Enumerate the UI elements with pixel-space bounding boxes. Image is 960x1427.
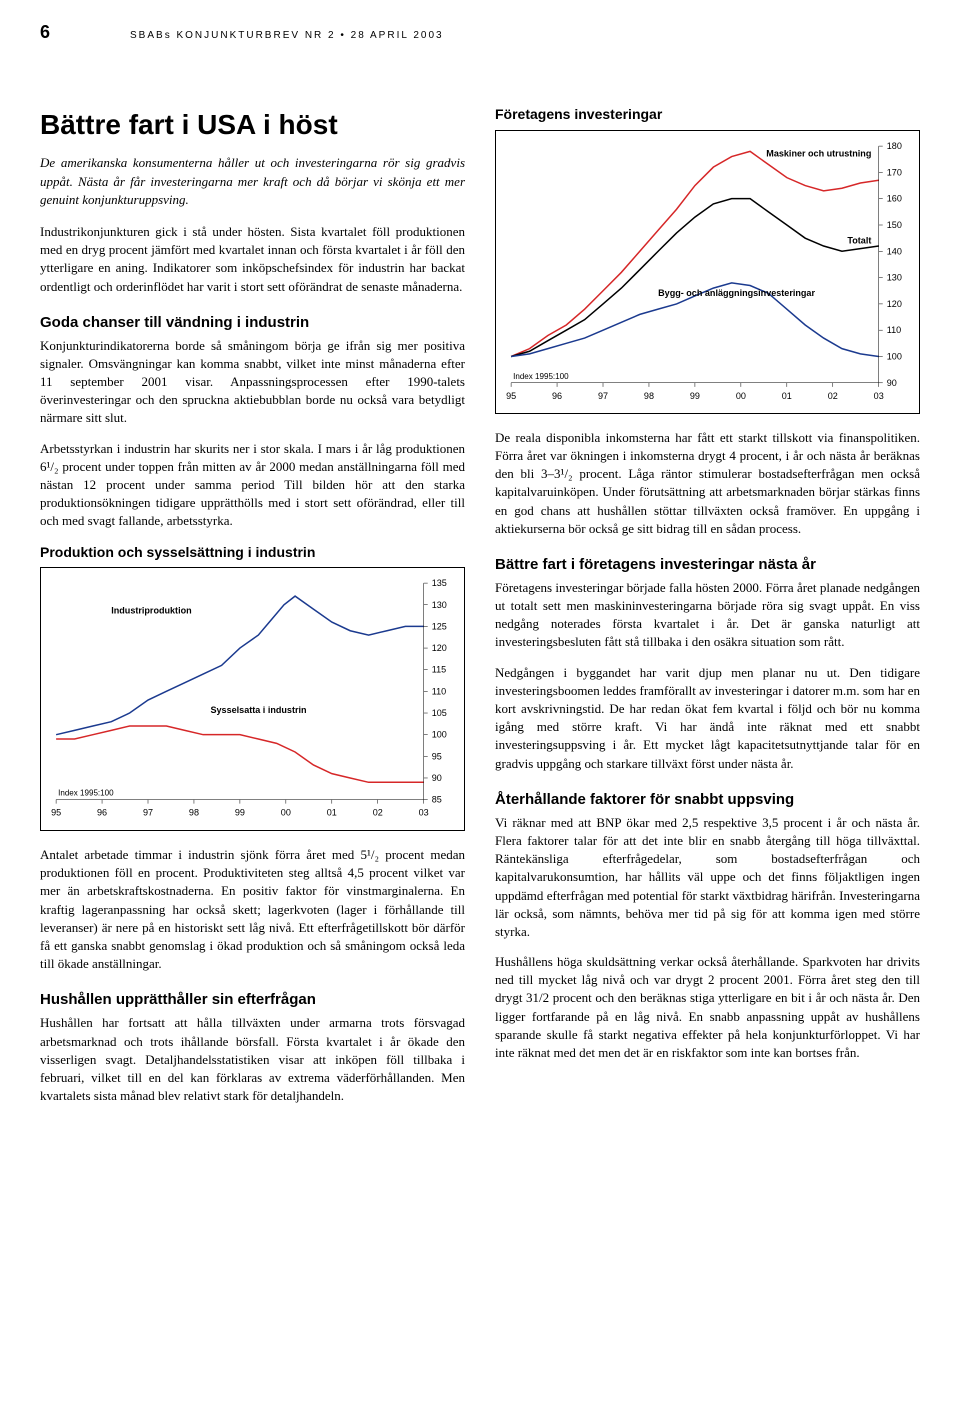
paragraph: Hushållens höga skuldsättning verkar ock… xyxy=(495,953,920,1062)
subheading: Återhållande faktorer för snabbt uppsvin… xyxy=(495,789,920,810)
svg-text:02: 02 xyxy=(828,391,838,401)
svg-text:97: 97 xyxy=(143,808,153,818)
svg-text:98: 98 xyxy=(644,391,654,401)
svg-text:Totalt: Totalt xyxy=(847,235,871,245)
svg-text:96: 96 xyxy=(552,391,562,401)
svg-text:03: 03 xyxy=(419,808,429,818)
svg-text:135: 135 xyxy=(432,578,447,588)
svg-text:130: 130 xyxy=(432,600,447,610)
subheading: Bättre fart i företagens investeringar n… xyxy=(495,554,920,575)
svg-text:115: 115 xyxy=(432,665,446,675)
svg-text:90: 90 xyxy=(432,773,442,783)
svg-text:100: 100 xyxy=(887,351,902,361)
svg-text:99: 99 xyxy=(690,391,700,401)
article-title: Bättre fart i USA i höst xyxy=(40,105,465,144)
svg-text:00: 00 xyxy=(281,808,291,818)
svg-text:120: 120 xyxy=(887,299,902,309)
article-intro: De amerikanska konsumenterna håller ut o… xyxy=(40,154,465,209)
running-head: SBABs KONJUNKTURBREV NR 2 • 28 APRIL 200… xyxy=(130,29,444,43)
paragraph: Konjunkturindikatorerna borde så småning… xyxy=(40,337,465,428)
svg-text:110: 110 xyxy=(887,325,901,335)
svg-text:130: 130 xyxy=(887,272,902,282)
chart-investments: Företagens investeringar 90 100 110 120 130 1… xyxy=(495,105,920,414)
svg-text:Sysselsatta i industrin: Sysselsatta i industrin xyxy=(210,705,306,715)
chart-svg: 85 90 95 100 105 110 115 120 125 130 135 95 96 97 98 99… xyxy=(41,568,464,830)
svg-text:Index 1995:100: Index 1995:100 xyxy=(513,372,569,381)
svg-text:02: 02 xyxy=(373,808,383,818)
subheading: Hushållen upprätthåller sin efterfrågan xyxy=(40,989,465,1010)
chart-title: Produktion och sysselsättning i industri… xyxy=(40,543,465,563)
paragraph: De reala disponibla inkomsterna har fått… xyxy=(495,429,920,538)
svg-text:99: 99 xyxy=(235,808,245,818)
svg-text:Bygg- och anläggningsinvesteri: Bygg- och anläggningsinvesteringar xyxy=(658,288,815,298)
svg-text:01: 01 xyxy=(327,808,337,818)
svg-text:95: 95 xyxy=(51,808,61,818)
svg-text:85: 85 xyxy=(432,795,442,805)
paragraph: Industrikonjunkturen gick i stå under hö… xyxy=(40,223,465,296)
svg-text:120: 120 xyxy=(432,643,447,653)
paragraph: Hushållen har fortsatt att hålla tillväx… xyxy=(40,1014,465,1105)
subheading: Goda chanser till vändning i industrin xyxy=(40,312,465,333)
svg-text:Index 1995:100: Index 1995:100 xyxy=(58,789,114,798)
svg-text:140: 140 xyxy=(887,246,902,256)
svg-text:95: 95 xyxy=(432,752,442,762)
svg-text:170: 170 xyxy=(887,167,902,177)
svg-text:125: 125 xyxy=(432,622,447,632)
svg-text:95: 95 xyxy=(506,391,516,401)
svg-text:01: 01 xyxy=(782,391,792,401)
page-header: 6 SBABs KONJUNKTURBREV NR 2 • 28 APRIL 2… xyxy=(40,20,920,45)
svg-text:00: 00 xyxy=(736,391,746,401)
svg-text:180: 180 xyxy=(887,141,902,151)
paragraph: Vi räknar med att BNP ökar med 2,5 respe… xyxy=(495,814,920,941)
chart-production-employment: Produktion och sysselsättning i industri… xyxy=(40,543,465,831)
svg-text:Maskiner och utrustning: Maskiner och utrustning xyxy=(766,148,871,158)
svg-text:100: 100 xyxy=(432,730,447,740)
paragraph: Antalet arbetade timmar i industrin sjön… xyxy=(40,846,465,973)
svg-text:150: 150 xyxy=(887,220,902,230)
svg-text:96: 96 xyxy=(97,808,107,818)
paragraph: Arbetsstyrkan i industrin har skurits ne… xyxy=(40,440,465,531)
svg-text:110: 110 xyxy=(432,687,446,697)
svg-text:97: 97 xyxy=(598,391,608,401)
page-number: 6 xyxy=(40,20,50,45)
svg-text:03: 03 xyxy=(874,391,884,401)
svg-text:98: 98 xyxy=(189,808,199,818)
svg-text:Industriproduktion: Industriproduktion xyxy=(111,606,191,616)
svg-text:160: 160 xyxy=(887,194,902,204)
paragraph: Företagens investeringar började falla h… xyxy=(495,579,920,652)
chart-svg: 90 100 110 120 130 140 150 160 170 180 95 96 97 98 99 0… xyxy=(496,131,919,413)
paragraph: Nedgången i byggandet har varit djup men… xyxy=(495,664,920,773)
chart-title: Företagens investeringar xyxy=(495,105,920,125)
svg-text:105: 105 xyxy=(432,708,447,718)
svg-text:90: 90 xyxy=(887,378,897,388)
